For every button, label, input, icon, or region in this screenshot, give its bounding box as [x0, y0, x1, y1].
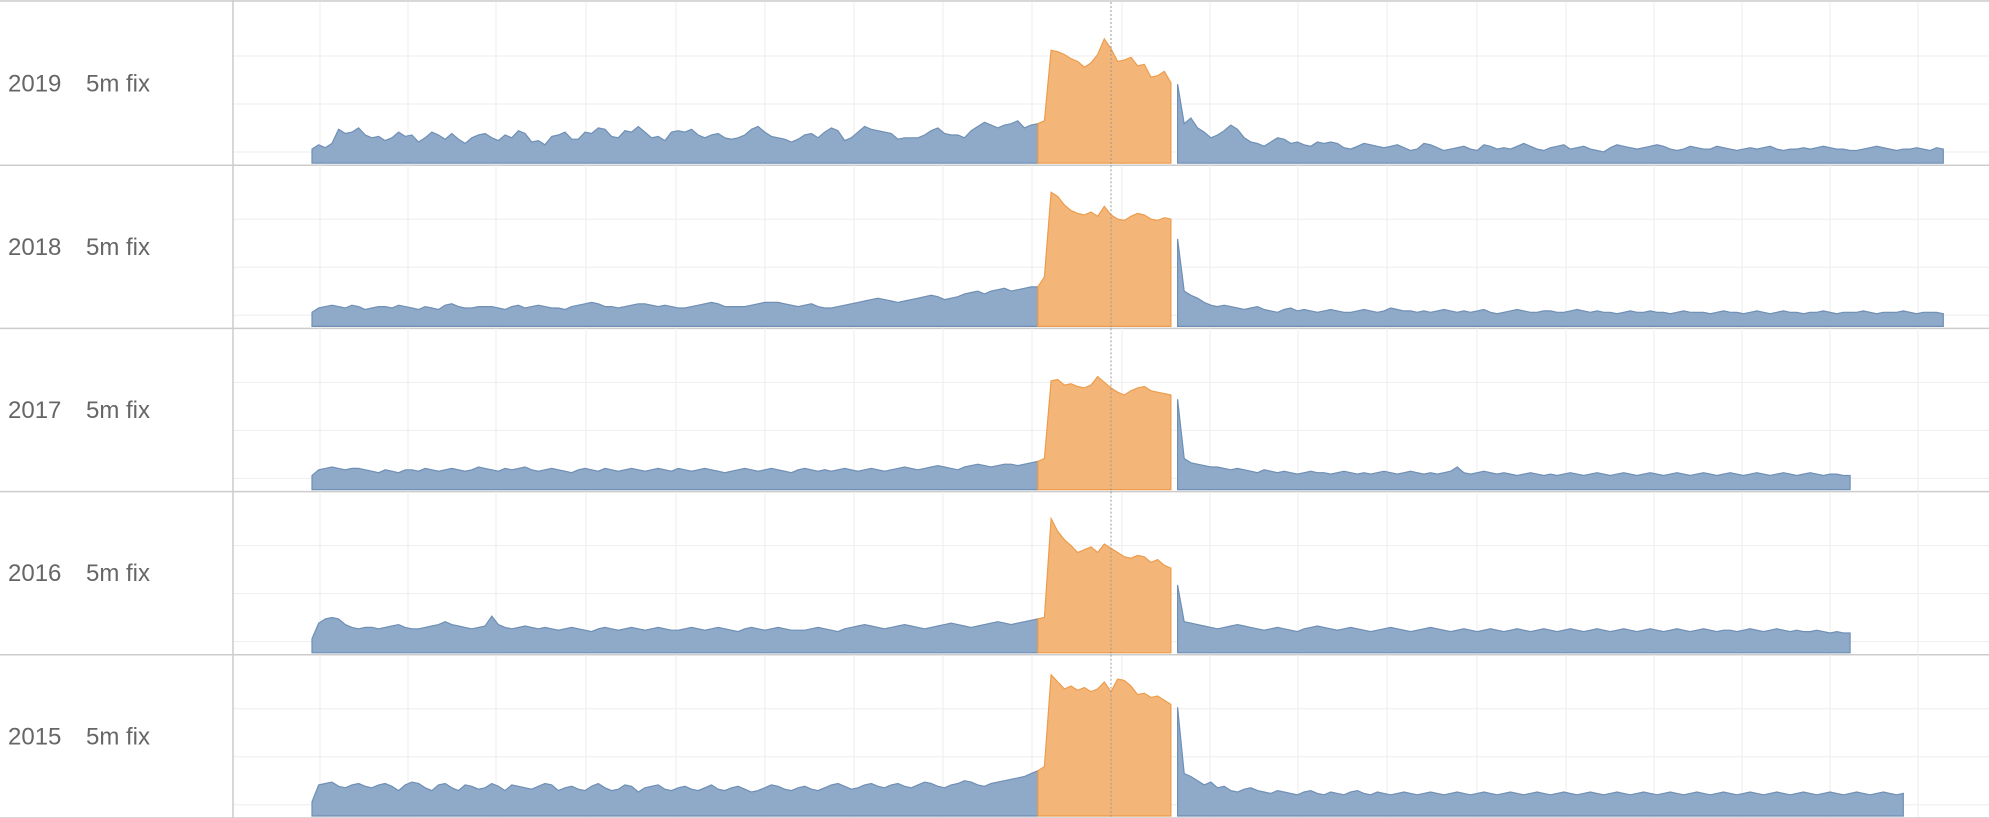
area-after-2018 — [1177, 238, 1944, 327]
chart-row-2017: 2017 5m fix — [0, 328, 1989, 493]
area-highlight-2016 — [1037, 516, 1172, 654]
area-after-2017 — [1177, 399, 1851, 491]
area-highlight-2017 — [1037, 375, 1172, 491]
area-after-2019 — [1177, 84, 1944, 164]
area-after-2015 — [1177, 707, 1904, 817]
row-series-label: 5m fix — [86, 723, 150, 750]
row-year-label: 2018 — [8, 234, 61, 261]
area-after-2016 — [1177, 584, 1851, 654]
row-series-label: 5m fix — [86, 560, 150, 587]
area-highlight-2015 — [1037, 673, 1172, 817]
row-year-label: 2019 — [8, 71, 61, 98]
area-before-2015 — [311, 769, 1039, 817]
area-highlight-2019 — [1037, 37, 1172, 164]
chart-row-2019: 2019 5m fix — [0, 2, 1989, 166]
row-series-label: 5m fix — [86, 234, 150, 261]
row-year-label: 2015 — [8, 723, 61, 750]
area-before-2017 — [311, 460, 1039, 491]
row-series-label: 5m fix — [86, 397, 150, 424]
area-before-2018 — [311, 286, 1039, 327]
chart-row-2015: 2015 5m fix — [0, 654, 1989, 818]
row-year-label: 2017 — [8, 397, 61, 424]
row-year-label: 2016 — [8, 560, 61, 587]
chart-row-2016: 2016 5m fix — [0, 491, 1989, 656]
area-before-2019 — [311, 120, 1039, 164]
area-before-2016 — [311, 615, 1039, 654]
row-series-label: 5m fix — [86, 71, 150, 98]
area-highlight-2018 — [1037, 191, 1172, 327]
chart-row-2018: 2018 5m fix — [0, 165, 1989, 330]
